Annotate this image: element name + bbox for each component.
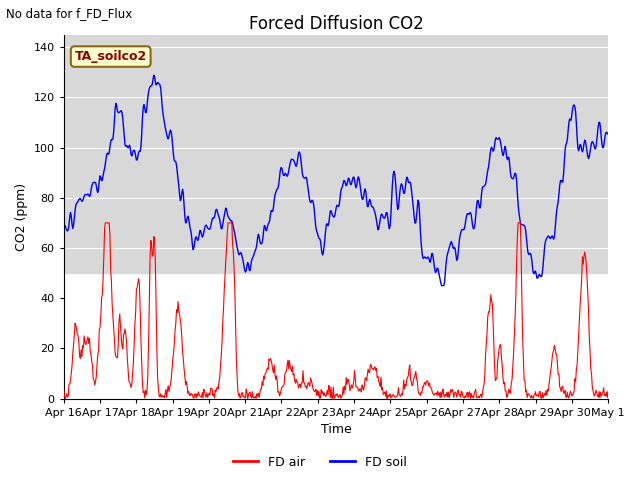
Title: Forced Diffusion CO2: Forced Diffusion CO2: [248, 15, 423, 33]
Legend: FD air, FD soil: FD air, FD soil: [228, 451, 412, 474]
X-axis label: Time: Time: [321, 423, 351, 436]
Text: No data for f_FD_Flux: No data for f_FD_Flux: [6, 7, 132, 20]
Text: TA_soilco2: TA_soilco2: [75, 50, 147, 63]
Y-axis label: CO2 (ppm): CO2 (ppm): [15, 182, 28, 251]
Bar: [64, 35, 608, 273]
